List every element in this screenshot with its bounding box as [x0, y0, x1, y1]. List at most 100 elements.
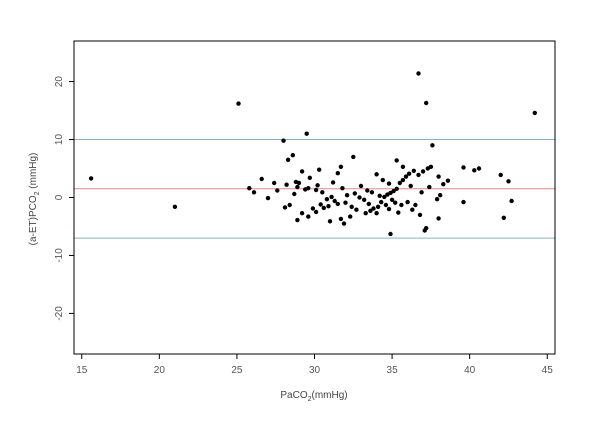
data-point	[290, 153, 295, 158]
data-point	[354, 207, 359, 212]
data-point	[380, 177, 385, 183]
data-point	[427, 184, 432, 190]
data-point	[397, 180, 402, 186]
data-point	[386, 206, 392, 212]
data-point	[424, 100, 429, 106]
y-axis: -20 -10 0 10 20	[54, 76, 74, 321]
data-point	[236, 101, 241, 106]
data-point	[313, 209, 319, 215]
data-point	[275, 188, 280, 193]
data-point	[406, 171, 412, 176]
data-point	[292, 191, 297, 197]
data-point	[332, 198, 337, 204]
x-axis: 15 20 25 30 35 40 45	[76, 354, 553, 376]
data-point	[352, 191, 357, 196]
data-point	[306, 214, 311, 219]
data-point	[88, 176, 94, 181]
data-point	[411, 168, 416, 173]
data-point	[420, 169, 426, 174]
data-point	[281, 138, 286, 143]
data-point	[419, 190, 424, 195]
data-point	[393, 200, 398, 205]
data-point	[251, 190, 257, 195]
data-point	[338, 164, 344, 169]
data-point	[379, 199, 384, 205]
x-tick-label: 15	[76, 365, 88, 376]
data-point	[436, 216, 441, 221]
data-point	[436, 174, 441, 179]
y-tick-label: 0	[54, 194, 65, 200]
x-axis-title: PaCO2(mmHg)	[280, 390, 347, 403]
data-point	[293, 179, 299, 185]
data-point	[410, 207, 415, 212]
data-point	[461, 199, 466, 205]
data-point	[382, 194, 387, 200]
data-point	[388, 231, 393, 237]
data-point	[403, 174, 409, 179]
data-point	[247, 186, 252, 191]
data-point	[498, 172, 503, 178]
data-point	[374, 172, 379, 177]
data-point	[445, 178, 451, 183]
data-point	[295, 217, 300, 223]
data-point	[335, 201, 340, 207]
data-point	[340, 186, 345, 191]
data-point	[317, 167, 322, 172]
x-tick-label: 40	[464, 365, 476, 376]
data-point	[400, 177, 406, 183]
x-tick-label: 25	[231, 365, 243, 376]
data-point	[341, 221, 347, 226]
data-point	[344, 193, 350, 198]
data-point	[472, 168, 477, 173]
data-point	[259, 176, 264, 182]
data-point	[307, 175, 312, 180]
data-point	[441, 182, 446, 187]
y-tick-label: -10	[54, 248, 65, 263]
data-point	[383, 202, 389, 208]
data-point	[327, 219, 333, 224]
data-point	[324, 197, 330, 202]
data-point	[320, 190, 325, 195]
y-tick-label: 10	[54, 134, 65, 146]
data-point	[476, 166, 482, 171]
data-point	[365, 188, 370, 193]
data-point	[304, 131, 309, 136]
data-point	[389, 197, 395, 202]
x-tick-label: 30	[309, 365, 321, 376]
data-point	[362, 197, 367, 202]
data-point	[434, 197, 440, 202]
data-point	[366, 201, 371, 207]
data-point	[349, 204, 354, 209]
data-point	[357, 195, 362, 200]
data-point	[299, 169, 305, 174]
data-point	[295, 184, 300, 190]
data-point	[284, 182, 289, 187]
data-point	[358, 183, 364, 189]
data-point	[348, 214, 353, 219]
data-point	[438, 193, 443, 198]
data-point	[363, 211, 368, 216]
data-point	[285, 157, 291, 162]
data-point	[413, 202, 418, 208]
data-point	[313, 187, 319, 193]
data-points	[88, 71, 537, 237]
data-point	[375, 204, 381, 209]
data-point	[368, 208, 373, 213]
data-point	[287, 202, 292, 208]
x-tick-label: 45	[542, 365, 554, 376]
data-point	[386, 181, 392, 186]
data-point	[416, 172, 421, 178]
data-point	[501, 215, 506, 220]
data-point	[369, 190, 375, 195]
data-point	[172, 204, 178, 209]
x-tick-label: 20	[154, 365, 166, 376]
data-point	[399, 202, 404, 208]
data-point	[330, 180, 336, 185]
data-point	[329, 194, 334, 200]
data-point	[416, 71, 421, 76]
data-point	[428, 164, 434, 169]
data-point	[299, 211, 305, 216]
data-point	[272, 180, 277, 186]
